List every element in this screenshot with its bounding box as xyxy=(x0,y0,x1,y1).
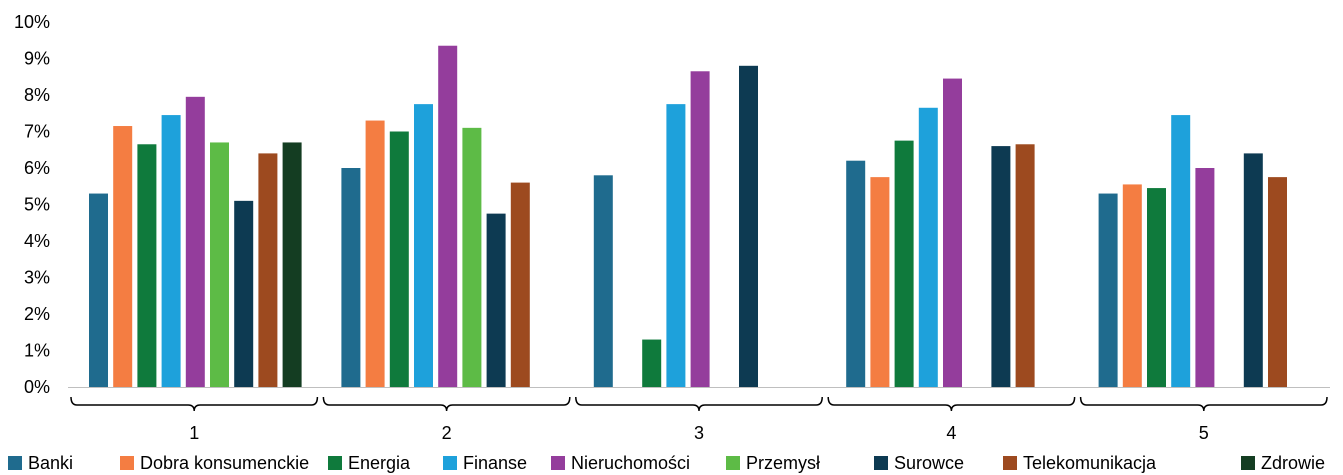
bar xyxy=(642,339,662,387)
category-brace xyxy=(575,396,823,412)
bar xyxy=(1147,188,1166,387)
legend-label: Nieruchomości xyxy=(571,453,690,473)
bar xyxy=(690,71,710,388)
bar xyxy=(1015,144,1035,387)
y-tick-label: 8% xyxy=(24,85,50,105)
legend-item: Surowce xyxy=(874,453,964,473)
legend-label: Finanse xyxy=(463,453,527,473)
legend-swatch xyxy=(328,456,342,470)
bar xyxy=(739,65,758,388)
bar xyxy=(113,126,133,388)
y-tick-label: 6% xyxy=(24,158,50,178)
legend-swatch xyxy=(8,456,22,470)
x-axis: 1 2 3 4 5 xyxy=(68,387,1330,443)
bar xyxy=(462,127,482,387)
bar xyxy=(593,175,613,387)
y-tick-label: 9% xyxy=(24,49,50,69)
legend-item: Telekomunikacja xyxy=(1003,453,1157,473)
bar xyxy=(1098,193,1118,387)
bar xyxy=(389,131,409,387)
legend-label: Przemysł xyxy=(746,453,820,473)
bar xyxy=(846,160,866,387)
y-tick-label: 5% xyxy=(24,195,50,215)
bar xyxy=(137,144,157,387)
bar xyxy=(1268,177,1287,387)
category-brace xyxy=(1079,396,1328,412)
bar xyxy=(210,142,229,387)
bar xyxy=(894,140,914,387)
category-label: 5 xyxy=(1199,423,1209,443)
legend-swatch xyxy=(874,456,888,470)
bar xyxy=(918,107,938,388)
bar xyxy=(161,115,181,387)
bar xyxy=(1195,168,1215,387)
bar xyxy=(510,182,530,387)
y-tick-label: 4% xyxy=(24,231,50,251)
legend-item: Banki xyxy=(8,453,73,473)
bar xyxy=(234,200,254,387)
category-label: 2 xyxy=(442,423,452,443)
category-label: 1 xyxy=(189,423,199,443)
y-tick-label: 10% xyxy=(14,12,50,32)
legend-label: Telekomunikacja xyxy=(1023,453,1157,473)
legend-item: Dobra konsumenckie xyxy=(120,453,309,473)
y-axis: 0% 1% 2% 3% 4% 5% 6% 7% 8% 9% 10% xyxy=(14,12,50,397)
bar xyxy=(414,104,433,387)
bar xyxy=(258,153,278,387)
category-brace xyxy=(322,396,571,412)
bar xyxy=(666,104,686,387)
legend-swatch xyxy=(1241,456,1255,470)
bar xyxy=(943,78,962,387)
legend-item: Zdrowie xyxy=(1241,453,1325,473)
legend-label: Dobra konsumenckie xyxy=(140,453,309,473)
bar xyxy=(365,120,385,388)
legend-item: Energia xyxy=(328,453,411,473)
legend-label: Energia xyxy=(348,453,411,473)
legend-item: Przemysł xyxy=(726,453,820,473)
bar xyxy=(89,193,108,387)
bar xyxy=(282,142,302,387)
y-tick-label: 7% xyxy=(24,122,50,142)
bar xyxy=(1122,184,1142,387)
y-tick-label: 3% xyxy=(24,268,50,288)
legend-label: Zdrowie xyxy=(1261,453,1325,473)
category-brace xyxy=(70,396,319,412)
bars xyxy=(89,45,1287,388)
legend: Banki Dobra konsumenckie Energia Finanse Nie… xyxy=(8,453,1325,473)
legend-item: Nieruchomości xyxy=(551,453,690,473)
bar xyxy=(185,96,205,387)
category-label: 3 xyxy=(694,423,704,443)
bar xyxy=(870,177,890,387)
legend-item: Finanse xyxy=(443,453,527,473)
legend-swatch xyxy=(1003,456,1017,470)
bar xyxy=(991,146,1011,387)
legend-swatch xyxy=(120,456,134,470)
category-brace xyxy=(827,396,1076,412)
bar xyxy=(341,168,361,387)
legend-label: Surowce xyxy=(894,453,964,473)
y-tick-label: 0% xyxy=(24,377,50,397)
bar xyxy=(438,45,458,387)
legend-swatch xyxy=(726,456,740,470)
bar xyxy=(486,213,506,387)
y-tick-label: 1% xyxy=(24,341,50,361)
bar xyxy=(1243,153,1263,387)
legend-swatch xyxy=(551,456,565,470)
legend-label: Banki xyxy=(28,453,73,473)
bar xyxy=(1171,115,1191,387)
y-tick-label: 2% xyxy=(24,304,50,324)
category-label: 4 xyxy=(946,423,956,443)
legend-swatch xyxy=(443,456,457,470)
